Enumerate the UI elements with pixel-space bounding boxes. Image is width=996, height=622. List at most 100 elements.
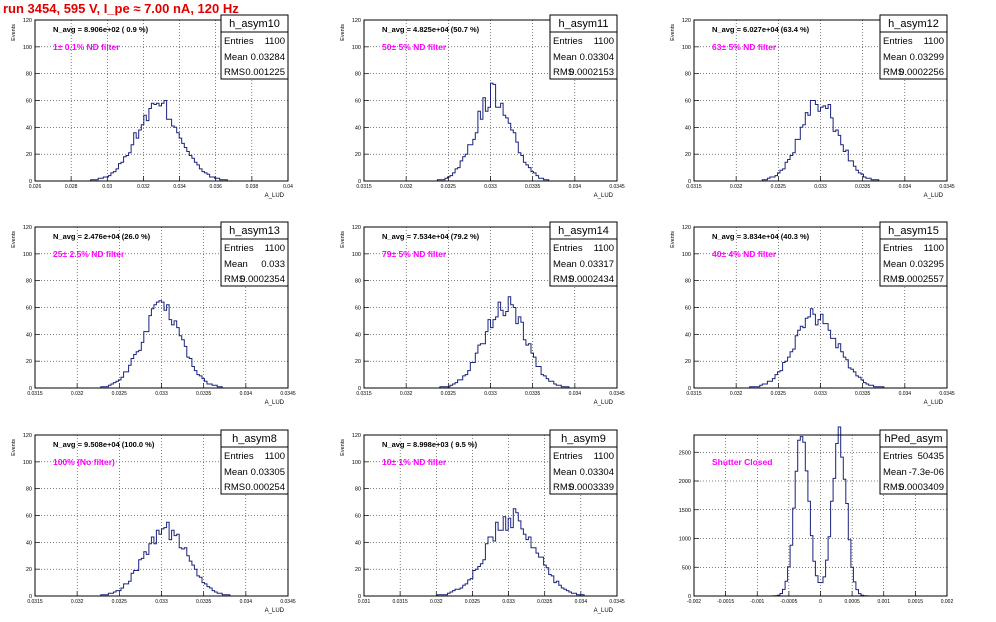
mean-value: 0.03317 — [580, 259, 614, 270]
stats-mean-label: Mean — [553, 467, 577, 478]
filter-annotation: 25± 2.5% ND filter — [53, 249, 125, 259]
y-tick-label: 0 — [358, 179, 361, 185]
y-tick-label: 80 — [26, 72, 32, 78]
rms-value: 0.0002153 — [569, 67, 614, 78]
x-tick-label: 0.0345 — [939, 391, 955, 397]
filter-annotation: 40± 4% ND filter — [712, 249, 777, 259]
rms-value: 0.0002557 — [899, 274, 944, 285]
stats-rms-label: RMS — [883, 274, 904, 285]
y-tick-label: 80 — [355, 279, 361, 285]
x-axis-label: A_LUD — [594, 608, 614, 614]
y-tick-label: 0 — [688, 594, 691, 600]
mean-value: 0.03295 — [910, 259, 944, 270]
x-tick-label: 0.038 — [246, 184, 259, 190]
x-tick-label: 0.0325 — [441, 184, 457, 190]
x-tick-label: 0 — [819, 599, 822, 605]
x-axis-label: A_LUD — [594, 400, 614, 406]
stats-mean-label: Mean — [553, 52, 577, 63]
y-tick-label: 120 — [682, 18, 691, 24]
x-tick-label: 0.034 — [569, 391, 582, 397]
n-avg-label: N_avg = 8.998e+03 ( 9.5 %) — [382, 440, 478, 449]
y-tick-label: 500 — [682, 565, 691, 571]
stats-entries-label: Entries — [224, 36, 254, 47]
histogram-panel-h_asym11: 0.0315 0.032 0.0325 0.033 0.0335 0.034 0.0345 0… — [340, 14, 625, 199]
x-tick-label: 0.033 — [484, 184, 497, 190]
y-tick-label: 40 — [355, 125, 361, 131]
y-tick-label: 100 — [352, 252, 361, 258]
n-avg-label: N_avg = 8.906e+02 ( 0.9 %) — [53, 25, 149, 34]
x-tick-label: 0.0315 — [686, 184, 702, 190]
mean-value: -7.3e-06 — [909, 467, 944, 478]
x-tick-label: 0.0345 — [280, 391, 296, 397]
histogram-name: h_asym15 — [888, 225, 939, 237]
mean-value: 0.03284 — [251, 52, 285, 63]
x-tick-label: 0.0335 — [525, 184, 541, 190]
n-avg-label: N_avg = 7.534e+04 (79.2 %) — [382, 232, 480, 241]
rms-value: 0.0003409 — [899, 482, 944, 493]
stats-rms-label: RMS — [224, 67, 245, 78]
entries-value: 1100 — [265, 451, 285, 462]
n-avg-label: N_avg = 6.027e+04 (63.4 %) — [712, 25, 810, 34]
filter-annotation: 10± 1% ND filter — [382, 457, 447, 467]
y-tick-label: 0 — [688, 179, 691, 185]
histogram-series — [35, 100, 288, 182]
x-tick-label: 0.034 — [173, 184, 186, 190]
histogram-name: h_asym12 — [888, 18, 939, 30]
x-tick-label: -0.0015 — [717, 599, 734, 605]
x-axis-label: A_LUD — [924, 193, 944, 199]
rms-value: 0.0002434 — [569, 274, 614, 285]
y-tick-label: 60 — [685, 99, 691, 105]
x-tick-label: 0.0335 — [855, 184, 871, 190]
x-tick-label: 0.0345 — [609, 391, 625, 397]
x-tick-label: -0.002 — [687, 599, 701, 605]
stats-mean-label: Mean — [224, 467, 248, 478]
stats-box — [220, 446, 289, 495]
x-tick-label: 0.0315 — [392, 599, 408, 605]
y-tick-label: 20 — [26, 359, 32, 365]
y-tick-label: 0 — [358, 386, 361, 392]
mean-value: 0.03304 — [580, 52, 614, 63]
x-tick-label: 0.0325 — [441, 391, 457, 397]
stats-rms-label: RMS — [883, 67, 904, 78]
y-tick-label: 120 — [23, 18, 32, 24]
x-tick-label: 0.0345 — [280, 599, 296, 605]
histogram-panel-h_asym9: 0.031 0.0315 0.032 0.0325 0.033 0.0335 0.034 0.… — [340, 429, 625, 614]
x-tick-label: 0.034 — [240, 599, 253, 605]
entries-value: 1100 — [594, 451, 614, 462]
rms-value: 0.0002354 — [240, 274, 285, 285]
stats-box — [879, 238, 948, 287]
x-tick-label: 0.0335 — [196, 599, 212, 605]
y-tick-label: 40 — [355, 332, 361, 338]
stats-entries-label: Entries — [883, 451, 913, 462]
x-tick-label: 0.034 — [569, 184, 582, 190]
filter-annotation: 50± 5% ND filter — [382, 42, 447, 52]
stats-box — [220, 31, 289, 80]
entries-value: 50435 — [918, 451, 944, 462]
y-tick-label: 20 — [355, 567, 361, 573]
y-tick-label: 40 — [685, 332, 691, 338]
x-tick-label: 0.002 — [941, 599, 954, 605]
y-tick-label: 100 — [352, 460, 361, 466]
x-tick-label: 0.0335 — [196, 391, 212, 397]
x-axis-label: A_LUD — [265, 608, 285, 614]
histogram-name: h_asym13 — [229, 225, 280, 237]
stats-mean-label: Mean — [224, 259, 248, 270]
y-tick-label: 80 — [685, 72, 691, 78]
y-tick-label: 20 — [355, 359, 361, 365]
y-axis-label: Events — [340, 439, 346, 456]
x-tick-label: 0.0015 — [908, 599, 924, 605]
histogram-panel-h_asym15: 0.0315 0.032 0.0325 0.033 0.0335 0.034 0.0345 0… — [670, 221, 955, 406]
x-tick-label: 0.0315 — [356, 391, 372, 397]
y-tick-label: 0 — [29, 594, 32, 600]
x-tick-label: 0.0345 — [939, 184, 955, 190]
stats-mean-label: Mean — [883, 467, 907, 478]
x-tick-label: 0.0325 — [112, 599, 128, 605]
filter-annotation: 63± 5% ND filter — [712, 42, 777, 52]
filter-annotation: Shutter Closed — [712, 457, 772, 467]
y-tick-label: 0 — [688, 386, 691, 392]
y-tick-label: 60 — [685, 306, 691, 312]
stats-entries-label: Entries — [224, 451, 254, 462]
y-tick-label: 60 — [355, 306, 361, 312]
stats-box — [549, 238, 618, 287]
